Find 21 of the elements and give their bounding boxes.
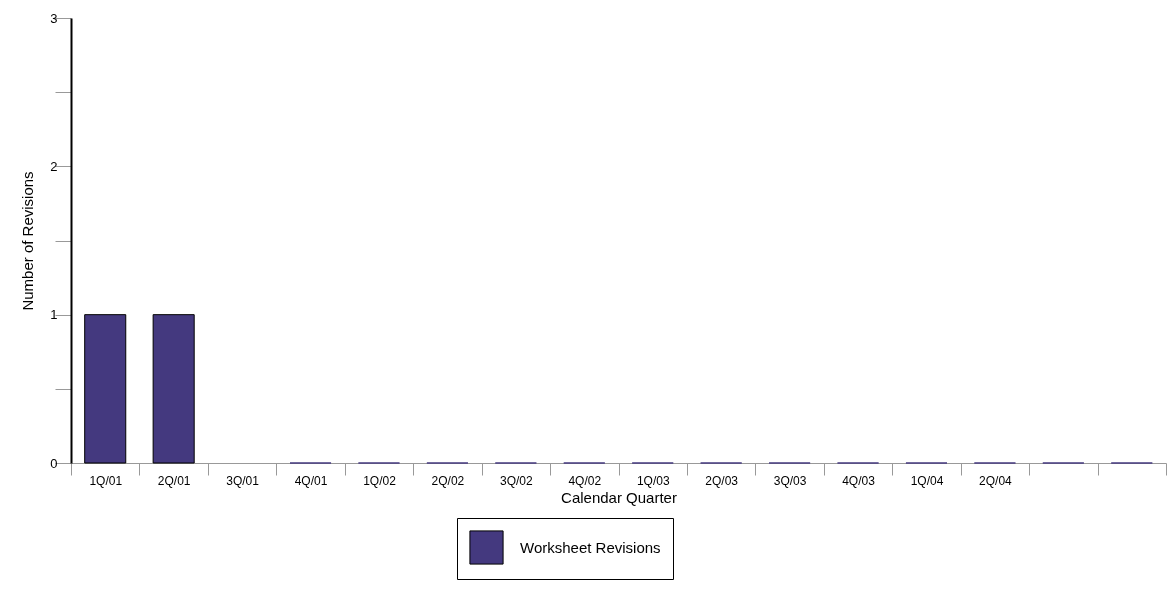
x-tick-label: 4Q/02 [568, 473, 602, 488]
x-tick-label: 4Q/01 [294, 473, 328, 488]
x-tick-label: 2Q/01 [157, 473, 191, 488]
y-tick-label: 0 [50, 455, 58, 471]
x-tick-label: 1Q/01 [89, 473, 123, 488]
x-tick-label: 1Q/04 [910, 473, 944, 488]
x-axis-title: Calendar Quarter [561, 488, 677, 506]
x-tick-label: 3Q/01 [226, 473, 260, 488]
y-tick-label: 3 [50, 10, 58, 26]
legend-label: Worksheet Revisions [520, 538, 661, 556]
y-axis-title: Number of Revisions [19, 171, 37, 311]
x-tick-label: 4Q/03 [842, 473, 876, 488]
x-tick-label: 3Q/02 [499, 473, 534, 488]
y-tick-label: 2 [50, 158, 58, 174]
x-tick-label: 2Q/02 [431, 473, 465, 488]
x-tick-label: 3Q/03 [773, 473, 807, 488]
x-tick-label: 1Q/02 [363, 473, 397, 488]
y-tick-label: 1 [50, 307, 58, 323]
x-tick-label: 2Q/03 [705, 473, 739, 488]
x-tick-label: 1Q/03 [636, 473, 670, 488]
x-tick-label: 2Q/04 [979, 473, 1013, 488]
